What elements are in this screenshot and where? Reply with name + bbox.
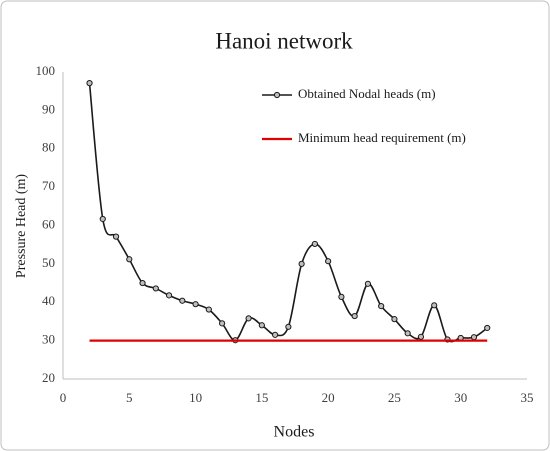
y-tick-label: 100: [36, 63, 56, 78]
x-tick-label: 10: [189, 390, 202, 405]
y-tick-label: 40: [42, 293, 55, 308]
data-point: [205, 306, 212, 313]
x-tick-label: 0: [60, 390, 67, 405]
y-tick-label: 80: [42, 140, 55, 155]
y-tick-label: 70: [42, 178, 55, 193]
y-tick-label: 50: [42, 255, 55, 270]
data-point: [470, 334, 478, 341]
data-point: [112, 233, 120, 240]
data-point: [165, 292, 173, 299]
x-tick-label: 35: [521, 390, 534, 405]
data-point: [285, 323, 292, 330]
data-point: [139, 279, 146, 287]
data-point: [272, 331, 279, 338]
x-tick-label: 5: [126, 390, 133, 405]
y-tick-label: 90: [42, 101, 55, 116]
chart-title: Hanoi network: [215, 28, 353, 53]
data-point: [86, 80, 93, 87]
x-axis-label: Nodes: [274, 424, 315, 441]
data-point: [484, 324, 491, 332]
data-point: [311, 240, 318, 248]
legend-label: Minimum head requirement (m): [298, 130, 466, 145]
x-tick-label: 30: [454, 390, 467, 405]
data-point: [99, 215, 106, 223]
data-point: [404, 330, 411, 337]
data-point: [378, 302, 385, 310]
data-point: [417, 333, 425, 340]
data-point: [192, 301, 199, 308]
data-point: [364, 280, 372, 287]
data-point: [298, 260, 305, 267]
data-point: [179, 297, 186, 304]
x-tick-label: 20: [322, 390, 335, 405]
data-point: [351, 312, 358, 320]
x-tick-label: 15: [255, 390, 268, 405]
data-point: [152, 285, 159, 292]
data-point: [391, 316, 398, 323]
data-point: [258, 322, 265, 329]
y-tick-label: 60: [42, 216, 55, 231]
y-tick-label: 30: [42, 332, 55, 347]
data-point: [431, 302, 438, 309]
data-point: [218, 320, 226, 327]
data-point: [126, 256, 133, 263]
legend-label: Obtained Nodal heads (m): [298, 86, 436, 101]
data-point: [338, 293, 345, 300]
y-axis-label: Pressure Head (m): [14, 174, 29, 279]
y-tick-label: 20: [42, 370, 55, 385]
data-point: [245, 315, 252, 322]
x-tick-label: 25: [388, 390, 401, 405]
legend-marker: [273, 91, 281, 99]
data-point: [325, 258, 332, 265]
